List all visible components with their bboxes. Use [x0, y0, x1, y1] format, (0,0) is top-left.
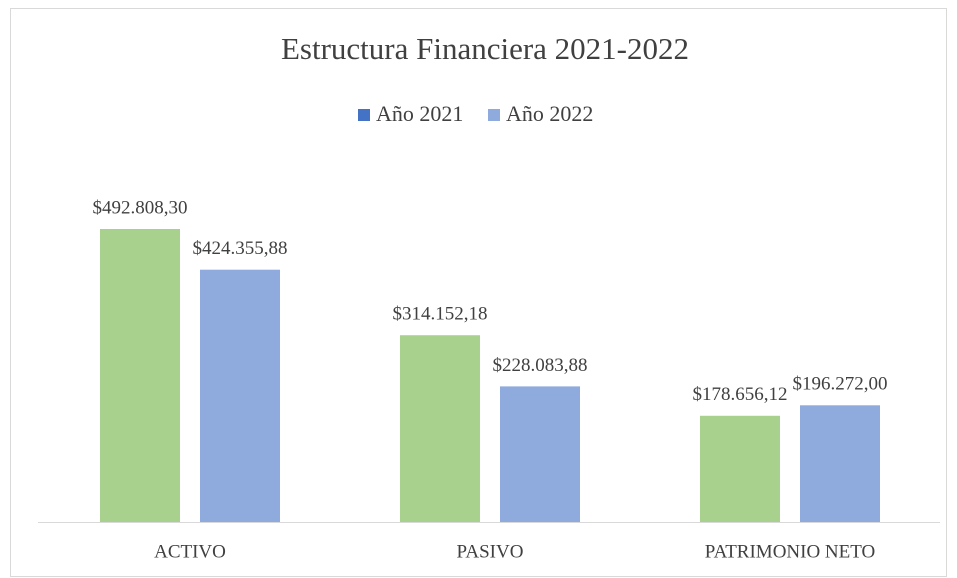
data-label: $196.272,00 — [793, 374, 888, 395]
bar — [200, 269, 280, 522]
bar — [400, 335, 480, 522]
legend-label: Año 2021 — [376, 101, 463, 126]
data-label: $228.083,88 — [493, 355, 588, 376]
legend-swatch — [488, 109, 500, 121]
data-label: $178.656,12 — [693, 384, 788, 405]
bar — [800, 405, 880, 522]
data-label: $314.152,18 — [393, 304, 488, 325]
bar — [700, 415, 780, 522]
bar — [500, 386, 580, 522]
legend-label: Año 2022 — [506, 101, 593, 126]
data-label: $424.355,88 — [193, 238, 288, 259]
x-tick-label: PATRIMONIO NETO — [705, 541, 876, 562]
chart-title: Estructura Financiera 2021-2022 — [281, 31, 689, 66]
x-tick-label: ACTIVO — [154, 541, 226, 562]
bar — [100, 229, 180, 523]
legend-swatch — [358, 109, 370, 121]
data-label: $492.808,30 — [93, 197, 188, 218]
x-tick-label: PASIVO — [457, 541, 524, 562]
